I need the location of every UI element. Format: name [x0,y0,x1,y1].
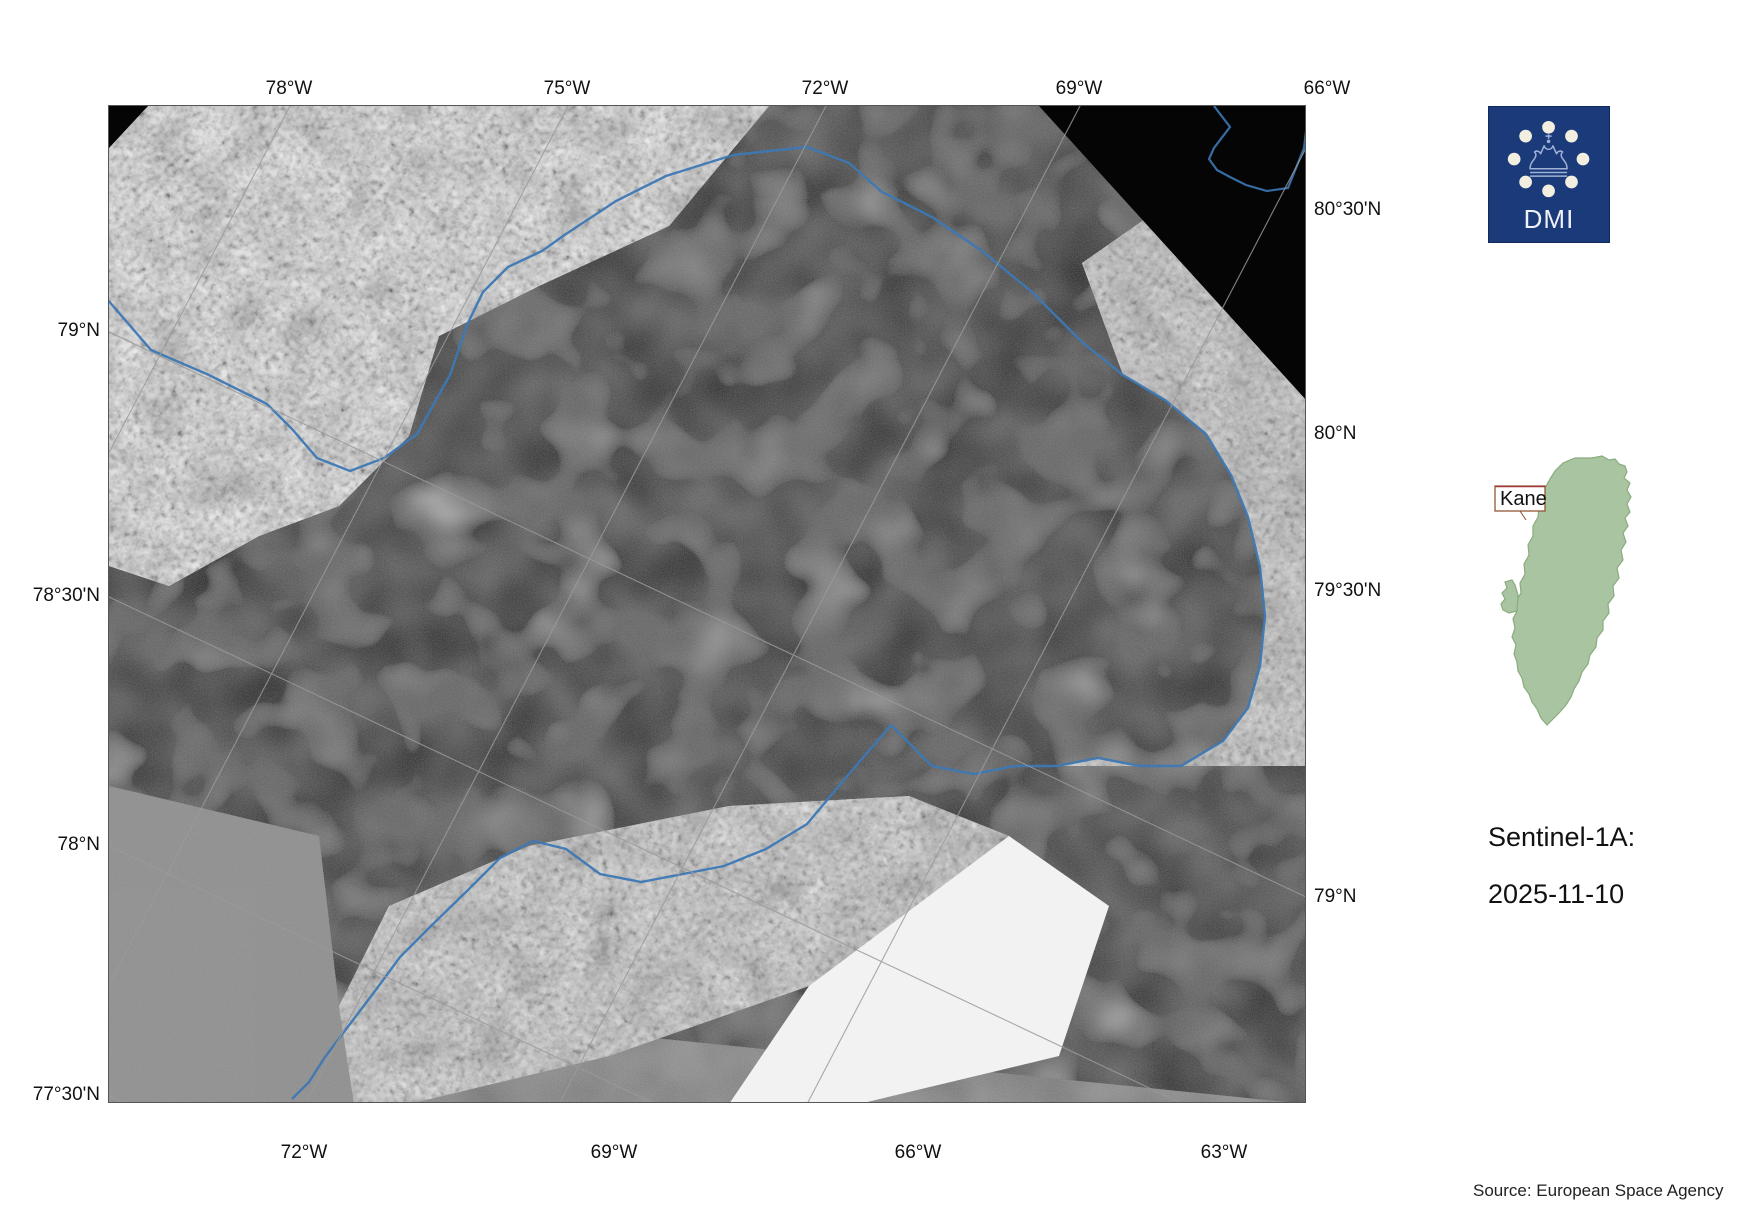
svg-text:Kane: Kane [1500,488,1547,510]
